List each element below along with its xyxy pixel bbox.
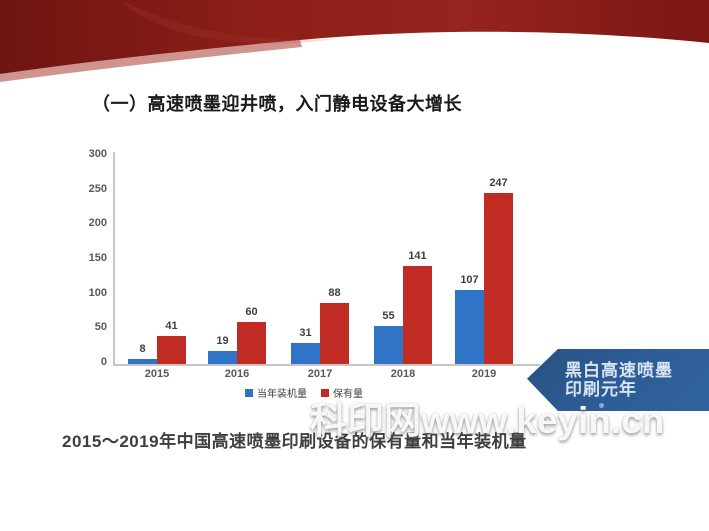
- bar-value-label: 41: [165, 319, 178, 332]
- bar-value-label: 60: [245, 306, 258, 319]
- y-axis-tick: 50: [94, 321, 107, 334]
- x-axis-label: 2018: [390, 368, 416, 380]
- callout-banner: 黑白高速喷墨 印刷元年: [527, 349, 709, 411]
- bar-value-label: 88: [328, 287, 341, 299]
- bar-value-label: 31: [299, 326, 312, 339]
- bar-group-2015: 8 41: [128, 152, 186, 364]
- y-axis-tick: 100: [88, 286, 107, 299]
- bar-red-2016: [237, 322, 266, 364]
- bar-blue-2015: [128, 358, 157, 364]
- bar-value-label: 55: [382, 309, 395, 322]
- x-axis-label: 2017: [307, 368, 333, 380]
- bar-value-label: 8: [139, 342, 146, 355]
- bar-value-label: 247: [489, 176, 508, 189]
- bar-red-2019: [484, 192, 513, 364]
- legend-item: 当年装机量: [245, 385, 307, 400]
- watermark: 科印网www.keyin.cn: [310, 400, 665, 441]
- plot-area: 8 41 2015 19 60 2016 31 88 2017 55 141 2018 107 247 20…: [89, 148, 540, 380]
- x-axis-label: 2016: [224, 368, 250, 380]
- bar-red-2018: [403, 266, 432, 364]
- y-axis-tick: 0: [100, 356, 107, 368]
- legend-label: 当年装机量: [257, 389, 307, 400]
- bar-red-2017: [320, 303, 349, 364]
- bar-group-2016: 19 60: [208, 152, 266, 364]
- y-axis-tick: 150: [88, 252, 107, 264]
- bar-value-label: 19: [216, 334, 229, 347]
- x-axis-label: 2019: [471, 368, 497, 380]
- chart-legend: 当年装机量 保有量: [245, 385, 363, 400]
- x-axis-label: 2015: [144, 368, 170, 380]
- y-axis-tick: 250: [88, 182, 107, 195]
- bar-group-2019: 107 247: [455, 152, 513, 364]
- legend-item: 保有量: [321, 385, 363, 400]
- callout-line2: 印刷元年: [565, 380, 637, 399]
- legend-label: 保有量: [333, 389, 363, 400]
- ribbon-decoration: [0, 0, 709, 82]
- chart-caption: 2015～2019年中国高速喷墨印刷设备的保有量和当年装机量: [62, 432, 527, 451]
- bar-blue-2019: [455, 289, 484, 364]
- bar-group-2017: 31 88: [291, 152, 349, 364]
- y-axis-tick: 300: [88, 148, 107, 160]
- legend-swatch: [245, 388, 253, 397]
- callout-line1: 黑白高速喷墨: [565, 361, 673, 380]
- legend-swatch: [321, 388, 329, 397]
- page-title: （一）高速喷墨迎井喷，入门静电设备大增长: [92, 94, 462, 114]
- bar-value-label: 107: [460, 273, 479, 286]
- bar-blue-2018: [374, 325, 403, 364]
- bar-group-2018: 55 141: [374, 152, 432, 364]
- bar-blue-2016: [208, 350, 237, 364]
- banner-dot-decoration: [599, 403, 604, 408]
- bar-value-label: 141: [408, 250, 427, 263]
- y-axis-tick: 200: [88, 217, 107, 230]
- bar-red-2015: [157, 335, 186, 364]
- bar-blue-2017: [291, 342, 320, 364]
